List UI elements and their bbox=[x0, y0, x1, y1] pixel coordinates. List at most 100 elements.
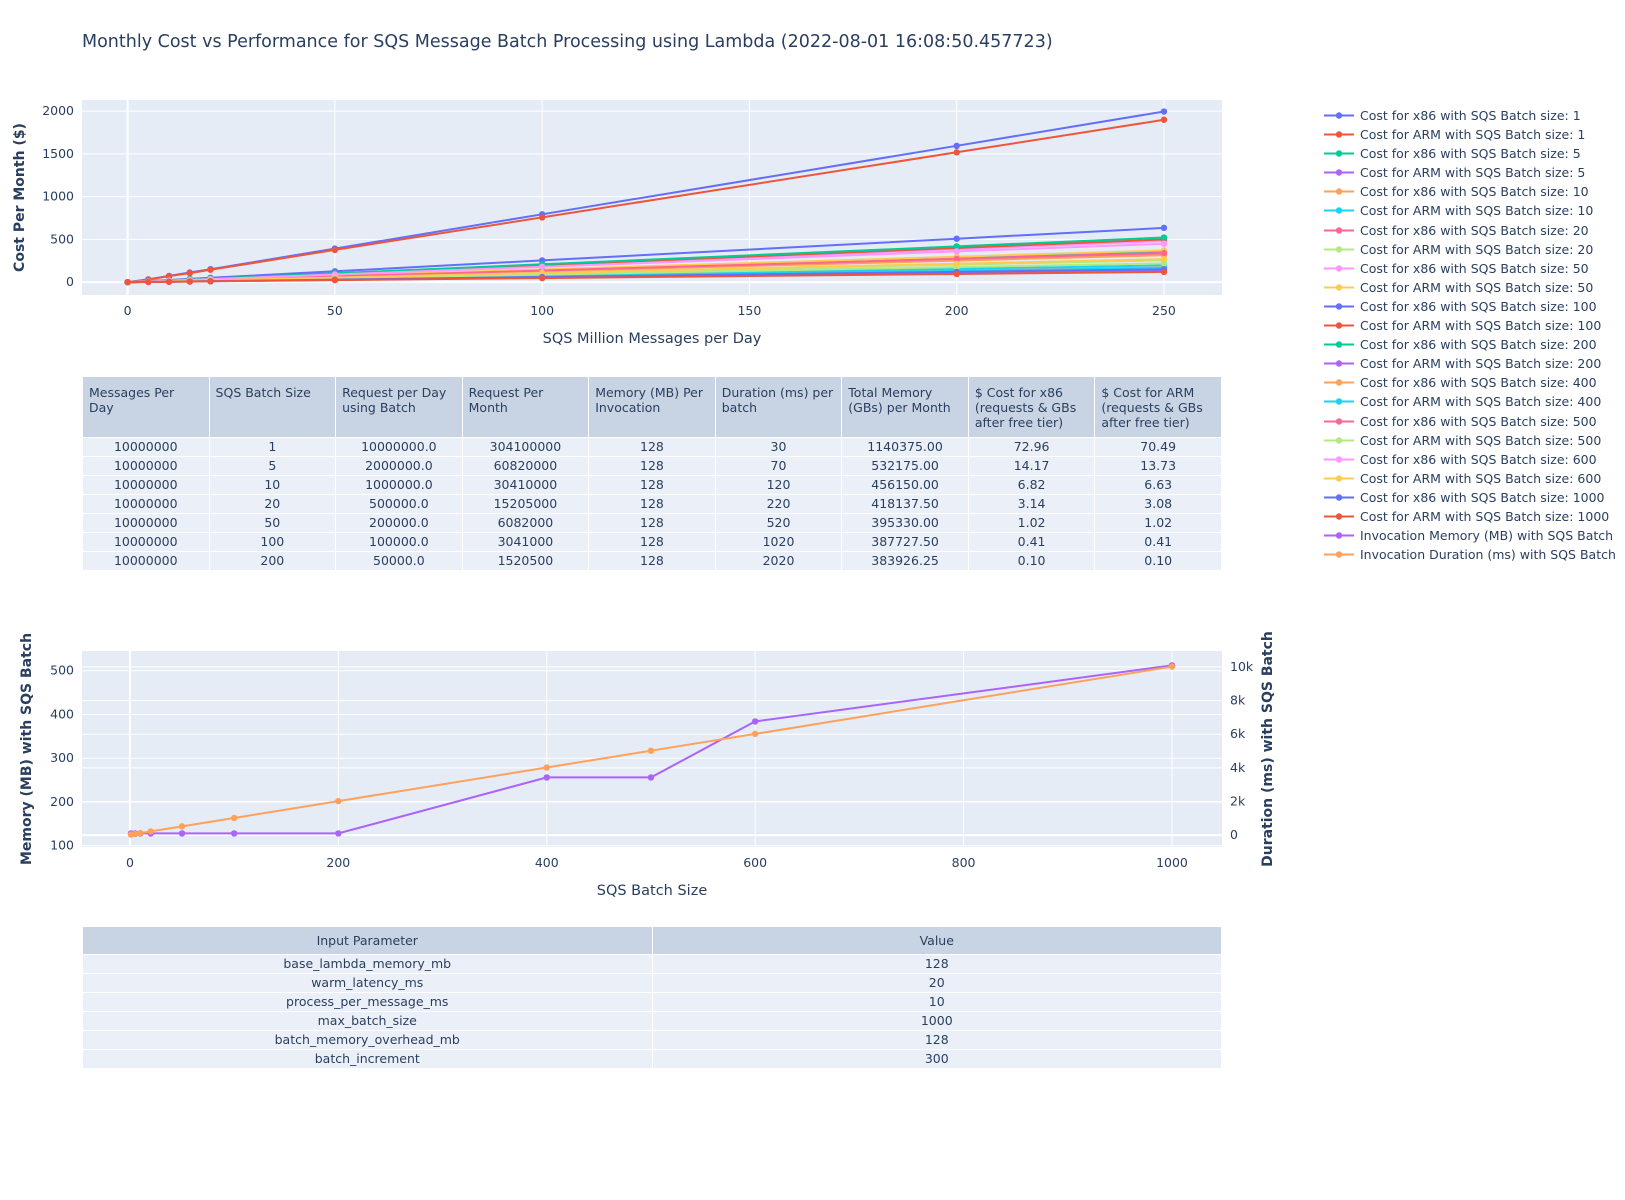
y2-axis-title: Duration (ms) with SQS Batch bbox=[1260, 631, 1276, 867]
series-1 bbox=[124, 116, 1168, 286]
table-row: 10000000 200 50000.0 1520500 128 2020 383926.2… bbox=[82, 551, 1222, 571]
data-point bbox=[1160, 224, 1168, 232]
table-cell: 128 bbox=[588, 513, 716, 533]
table-cell: max_batch_size bbox=[82, 1011, 653, 1031]
legend-swatch-marker bbox=[1335, 169, 1343, 176]
data-point bbox=[751, 730, 759, 738]
data-point bbox=[1160, 234, 1168, 241]
table-cell: 0.10 bbox=[967, 551, 1096, 571]
table-cell: 70.49 bbox=[1094, 437, 1222, 457]
table-row: max_batch_size 1000 bbox=[82, 1011, 1222, 1031]
data-point bbox=[230, 814, 238, 822]
cost-table-container[interactable]: Messages Per Day SQS Batch Size Request pe… bbox=[82, 376, 1222, 572]
data-point bbox=[178, 823, 186, 830]
legend-label: Cost for ARM with SQS Batch size: 50 bbox=[1360, 279, 1594, 295]
data-point bbox=[335, 830, 342, 837]
data-point bbox=[647, 747, 655, 754]
table-cell: 10000000 bbox=[82, 475, 210, 495]
data-point bbox=[953, 248, 960, 255]
legend-label: Cost for ARM with SQS Batch size: 400 bbox=[1360, 394, 1602, 410]
data-point bbox=[207, 278, 214, 285]
legend-swatch-marker bbox=[1335, 207, 1343, 215]
y-tick-label: 0 bbox=[66, 274, 74, 289]
chart-title: Monthly Cost vs Performance for SQS Mess… bbox=[82, 32, 1053, 52]
table-cell: 70 bbox=[714, 456, 843, 476]
data-point bbox=[543, 774, 550, 781]
series-1 bbox=[127, 663, 1176, 838]
table-cell: 1.02 bbox=[1094, 513, 1222, 533]
x-tick-label: 200 bbox=[326, 855, 350, 870]
legend-swatch-marker bbox=[1335, 417, 1343, 425]
legend-swatch bbox=[1324, 513, 1354, 520]
table-cell: 10000000 bbox=[82, 456, 210, 476]
legend-label: Cost for x86 with SQS Batch size: 20 bbox=[1360, 222, 1589, 238]
data-point bbox=[1160, 268, 1168, 276]
cost-table: Messages Per Day SQS Batch Size Request pe… bbox=[82, 376, 1222, 571]
table-cell: 10 bbox=[208, 475, 337, 495]
data-point bbox=[131, 830, 139, 838]
data-point bbox=[335, 797, 342, 805]
table-cell: 500000.0 bbox=[335, 494, 463, 514]
data-point bbox=[953, 260, 960, 267]
input-parameters-table: Input Parameter Value base_lambda_memory_… bbox=[82, 926, 1222, 1069]
table-cell: 10000000 bbox=[82, 437, 210, 457]
table-cell: 30 bbox=[714, 437, 843, 457]
table-cell: 10000000.0 bbox=[335, 437, 463, 457]
legend-swatch bbox=[1324, 379, 1354, 387]
data-point bbox=[230, 830, 238, 837]
table-cell: 128 bbox=[588, 475, 716, 495]
data-point bbox=[953, 235, 960, 242]
table-cell: 200000.0 bbox=[335, 513, 463, 533]
y-tick-label: 1000 bbox=[42, 189, 74, 204]
legend-swatch bbox=[1324, 475, 1354, 482]
legend-label: Cost for ARM with SQS Batch size: 1 bbox=[1360, 127, 1586, 143]
y-tick-label: 500 bbox=[50, 231, 74, 246]
legend-label: Cost for x86 with SQS Batch size: 1 bbox=[1360, 108, 1581, 123]
table-row: warm_latency_ms 20 bbox=[82, 973, 1222, 993]
table-header-cell: Messages Per Day bbox=[82, 376, 210, 438]
y-axis-title: Memory (MB) with SQS Batch bbox=[19, 633, 35, 865]
table-cell: 20 bbox=[208, 494, 337, 514]
y-tick-label: 400 bbox=[50, 706, 74, 721]
legend-swatch bbox=[1324, 417, 1354, 425]
table-cell: 6.82 bbox=[967, 475, 1096, 495]
data-point bbox=[1160, 240, 1168, 247]
legend-swatch bbox=[1324, 226, 1354, 234]
table-cell: 520 bbox=[714, 513, 843, 533]
data-point bbox=[137, 829, 144, 837]
table-cell: 10000000 bbox=[82, 513, 210, 533]
table-cell: 128 bbox=[651, 1030, 1222, 1050]
table-row: 10000000 1 10000000.0 304100000 128 30 1140375… bbox=[82, 437, 1222, 457]
table-cell: 418137.50 bbox=[841, 494, 969, 514]
table-cell: 13.73 bbox=[1094, 456, 1222, 476]
legend-swatch bbox=[1324, 188, 1354, 196]
y-tick-label: 200 bbox=[50, 794, 74, 809]
table-cell: 1 bbox=[208, 437, 337, 457]
legend-label: Cost for x86 with SQS Batch size: 1000 bbox=[1360, 489, 1605, 505]
legend-label: Cost for ARM with SQS Batch size: 10 bbox=[1360, 203, 1594, 219]
table-cell: 30410000 bbox=[461, 475, 590, 495]
legend-label: Cost for x86 with SQS Batch size: 200 bbox=[1360, 337, 1597, 353]
legend-swatch bbox=[1324, 303, 1354, 310]
legend-swatch-marker bbox=[1335, 494, 1343, 501]
table-cell: warm_latency_ms bbox=[82, 973, 653, 993]
table-row: 10000000 5 2000000.0 60820000 128 70 532175.00… bbox=[82, 456, 1222, 476]
table-cell: 220 bbox=[714, 494, 843, 514]
x-tick-label: 400 bbox=[535, 855, 559, 870]
table-cell: 200 bbox=[208, 551, 337, 571]
y2-tick-label: 6k bbox=[1230, 726, 1246, 741]
legend-swatch bbox=[1324, 398, 1354, 406]
table-cell: 128 bbox=[588, 437, 716, 457]
legend-label: Invocation Memory (MB) with SQS Batch bbox=[1360, 528, 1614, 544]
series-21 bbox=[124, 268, 1168, 286]
data-point bbox=[953, 270, 960, 278]
x-axis-title: SQS Batch Size bbox=[597, 883, 708, 899]
legend-swatch-marker bbox=[1335, 112, 1343, 119]
table-cell: 15205000 bbox=[461, 494, 590, 514]
y2-tick-label: 4k bbox=[1230, 760, 1246, 775]
y2-tick-label: 8k bbox=[1230, 693, 1246, 708]
data-point bbox=[543, 764, 550, 771]
table-header-cell: Duration (ms) per batch bbox=[714, 376, 843, 438]
legend-label: Invocation Duration (ms) with SQS Batch bbox=[1360, 547, 1616, 563]
table-row: 10000000 20 500000.0 15205000 128 220 418137.5… bbox=[82, 494, 1222, 514]
